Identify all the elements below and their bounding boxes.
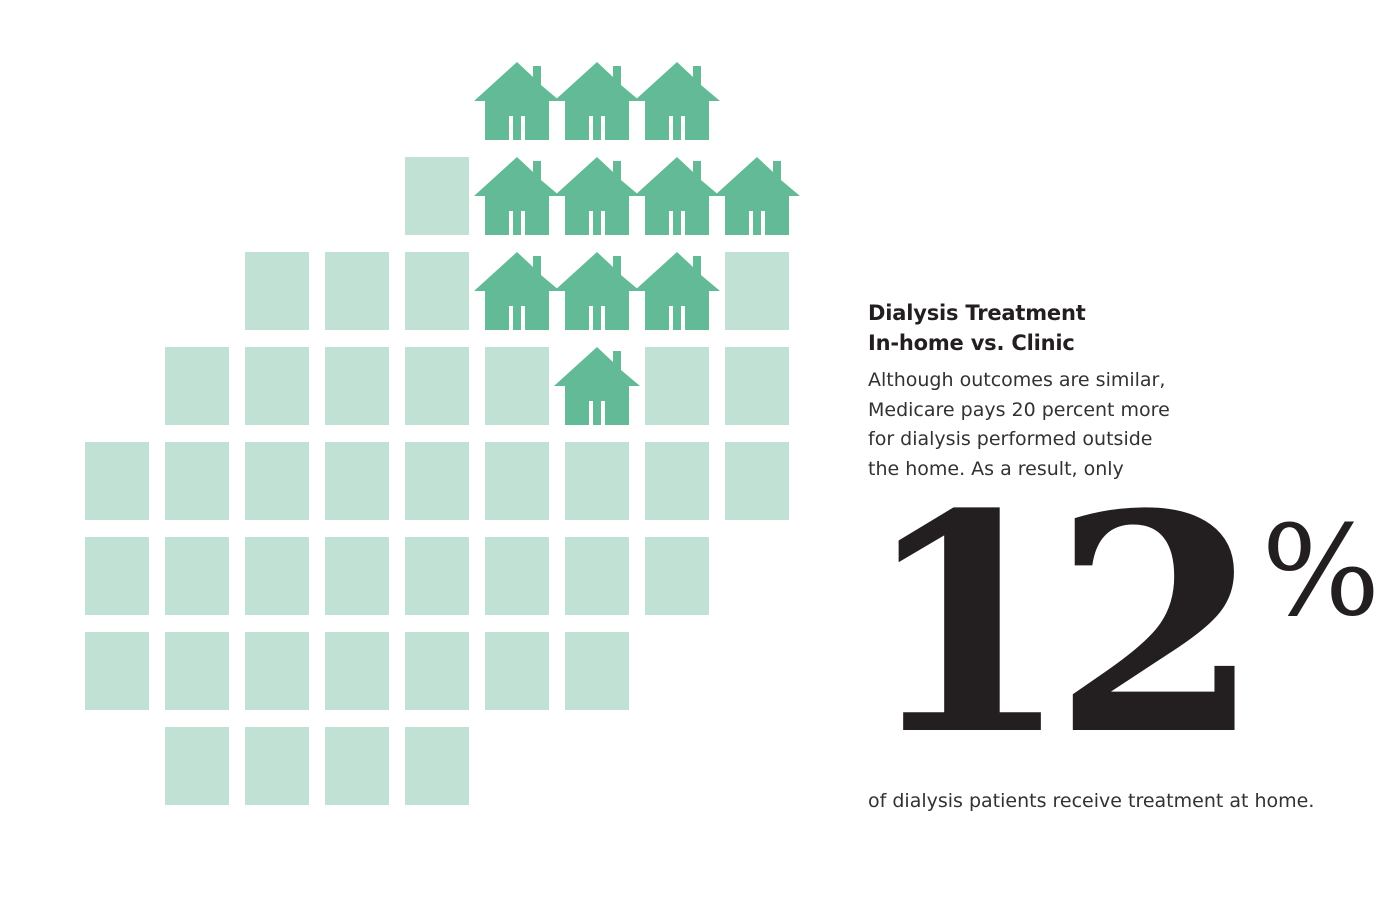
house-icon — [634, 62, 720, 140]
clinic-square — [245, 252, 309, 330]
clinic-square — [725, 442, 789, 520]
big-stat-unit: % — [1261, 499, 1381, 644]
intro-line-4: the home. As a result, only — [868, 457, 1124, 480]
pictogram-grid — [85, 62, 800, 805]
footnote: of dialysis patients receive treatment a… — [868, 790, 1315, 812]
clinic-square — [245, 727, 309, 805]
clinic-square — [485, 347, 549, 425]
house-icon — [474, 62, 560, 140]
clinic-square — [405, 347, 469, 425]
house-icon — [554, 252, 640, 330]
clinic-square — [325, 727, 389, 805]
clinic-square — [725, 347, 789, 425]
big-stat: 12% — [862, 475, 1380, 775]
clinic-square — [405, 157, 469, 235]
text-block: Dialysis Treatment In-home vs. Clinic Al… — [868, 298, 1348, 484]
clinic-square — [645, 442, 709, 520]
house-icon — [634, 157, 720, 235]
house-icon — [474, 157, 560, 235]
clinic-square — [245, 632, 309, 710]
clinic-square — [565, 632, 629, 710]
clinic-square — [245, 347, 309, 425]
clinic-square — [325, 442, 389, 520]
clinic-square — [165, 537, 229, 615]
clinic-square — [485, 537, 549, 615]
clinic-square — [405, 632, 469, 710]
clinic-square — [245, 537, 309, 615]
house-icon — [554, 62, 640, 140]
clinic-square — [565, 537, 629, 615]
intro-text: Although outcomes are similar, Medicare … — [868, 366, 1208, 484]
clinic-square — [325, 347, 389, 425]
clinic-square — [165, 442, 229, 520]
clinic-square — [165, 347, 229, 425]
clinic-square — [405, 252, 469, 330]
intro-line-2: Medicare pays 20 percent more — [868, 398, 1170, 421]
clinic-square — [325, 537, 389, 615]
clinic-square — [405, 537, 469, 615]
clinic-square — [165, 727, 229, 805]
house-icon — [474, 252, 560, 330]
clinic-square — [85, 632, 149, 710]
clinic-square — [85, 537, 149, 615]
clinic-square — [405, 442, 469, 520]
headline: Dialysis Treatment In-home vs. Clinic — [868, 298, 1348, 358]
clinic-square — [165, 632, 229, 710]
clinic-square — [85, 442, 149, 520]
house-icon — [554, 157, 640, 235]
house-icon — [554, 347, 640, 425]
clinic-square — [725, 252, 789, 330]
clinic-square — [485, 442, 549, 520]
big-stat-value: 12 — [862, 448, 1262, 801]
clinic-square — [645, 537, 709, 615]
clinic-square — [245, 442, 309, 520]
clinic-square — [325, 252, 389, 330]
headline-line-1: Dialysis Treatment — [868, 301, 1086, 325]
clinic-square — [565, 442, 629, 520]
clinic-square — [405, 727, 469, 805]
clinic-square — [645, 347, 709, 425]
headline-line-2: In-home vs. Clinic — [868, 331, 1075, 355]
intro-line-3: for dialysis performed outside — [868, 428, 1153, 450]
house-icon — [714, 157, 800, 235]
intro-line-1: Although outcomes are similar, — [868, 369, 1166, 391]
clinic-square — [325, 632, 389, 710]
house-icon — [634, 252, 720, 330]
clinic-square — [485, 632, 549, 710]
